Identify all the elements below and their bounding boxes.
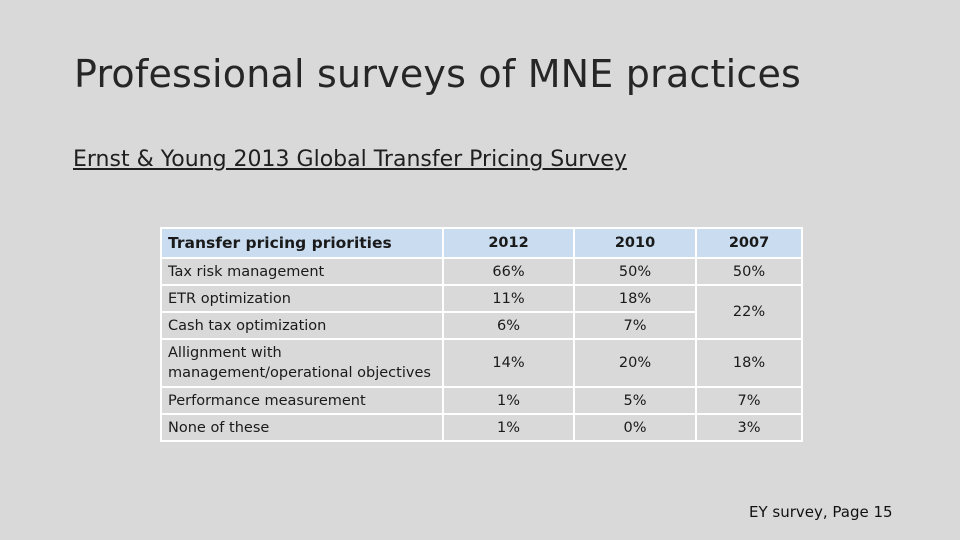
row-label-line-2: management/operational objectives	[168, 365, 431, 381]
table-row: Performance measurement 1% 5% 7%	[160, 386, 803, 415]
cell-2010: 20%	[573, 338, 697, 388]
row-label: Tax risk management	[160, 257, 444, 286]
cell-2007: 18%	[695, 338, 803, 388]
cell-2010: 18%	[573, 284, 697, 313]
cell-2010: 50%	[573, 257, 697, 286]
source-citation: EY survey, Page 15	[749, 503, 893, 521]
table-row: ETR optimization 11% 18% 22%	[160, 284, 803, 340]
cell-2010: 7%	[573, 311, 697, 340]
table-row: Tax risk management 66% 50% 50%	[160, 257, 803, 286]
row-label: Performance measurement	[160, 386, 444, 415]
row-label: Cash tax optimization	[160, 311, 444, 340]
row-label: ETR optimization	[160, 284, 444, 313]
cell-2012: 14%	[442, 338, 575, 388]
transfer-pricing-table: Transfer pricing priorities 2012 2010 20…	[160, 227, 803, 442]
header-2012: 2012	[442, 227, 575, 259]
row-label-line-1: Allignment with	[168, 345, 282, 361]
cell-2010: 5%	[573, 386, 697, 415]
table-row: Cash tax optimization 6% 7%	[160, 311, 802, 340]
cell-2012: 6%	[442, 311, 575, 340]
cell-2007-merged: 22%	[695, 284, 803, 340]
row-label: Allignment with management/operational o…	[160, 338, 444, 388]
cell-2012: 1%	[442, 386, 575, 415]
cell-2012: 11%	[442, 284, 575, 313]
cell-2012: 1%	[442, 413, 575, 442]
header-2010: 2010	[573, 227, 697, 259]
cell-2007: 3%	[695, 413, 803, 442]
cell-2007: 7%	[695, 386, 803, 415]
table-row: Allignment with management/operational o…	[160, 338, 803, 388]
slide-subtitle: Ernst & Young 2013 Global Transfer Prici…	[73, 147, 627, 172]
cell-2010: 0%	[573, 413, 697, 442]
header-priorities: Transfer pricing priorities	[160, 227, 444, 259]
slide-title: Professional surveys of MNE practices	[74, 52, 802, 96]
table-header-row: Transfer pricing priorities 2012 2010 20…	[160, 227, 803, 259]
header-2007: 2007	[695, 227, 803, 259]
cell-2012: 66%	[442, 257, 575, 286]
row-label: None of these	[160, 413, 444, 442]
cell-2007: 50%	[695, 257, 803, 286]
table-row: None of these 1% 0% 3%	[160, 413, 803, 442]
